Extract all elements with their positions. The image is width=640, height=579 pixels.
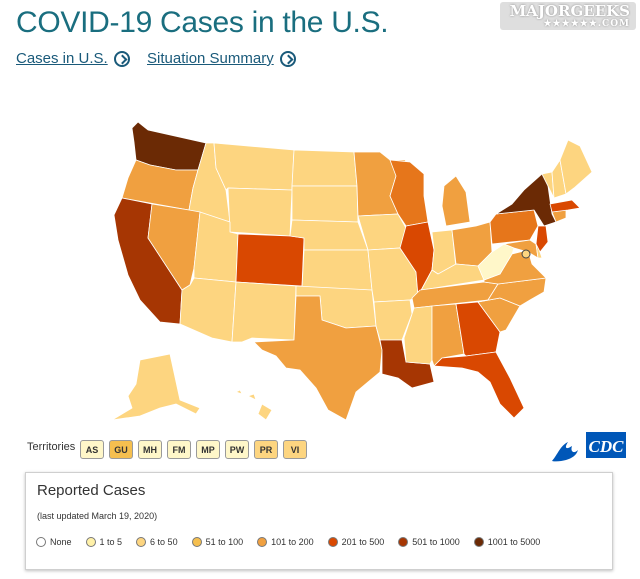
legend-item: 6 to 50 (136, 537, 178, 547)
legend-label: 1001 to 5000 (487, 537, 541, 547)
legend-swatch (36, 537, 46, 547)
state-pa[interactable] (489, 209, 539, 245)
state-wy[interactable] (227, 187, 293, 237)
state-de[interactable] (535, 243, 543, 259)
legend-items: None 1 to 5 6 to 50 51 to 100 101 to 200 201 … (36, 537, 554, 547)
state-nj[interactable] (535, 225, 549, 253)
territory-pr-button[interactable]: PR (254, 440, 278, 459)
state-tx[interactable] (253, 295, 383, 421)
state-hi[interactable] (235, 389, 273, 421)
state-ny[interactable] (495, 173, 557, 227)
legend-item: 1001 to 5000 (473, 537, 541, 547)
legend-swatch (85, 537, 96, 547)
state-ks[interactable] (301, 249, 373, 291)
legend-label: 1 to 5 (99, 537, 123, 547)
legend-label: 101 to 200 (271, 537, 314, 547)
legend-label: None (50, 537, 72, 547)
legend-panel: Reported Cases (last updated March 19, 2… (25, 472, 613, 570)
chevron-right-icon (279, 50, 296, 67)
territory-mh-button[interactable]: MH (138, 440, 162, 459)
state-nv[interactable] (147, 203, 201, 291)
legend-swatch (398, 537, 409, 547)
legend-item: 501 to 1000 (398, 537, 460, 547)
state-ma[interactable] (549, 199, 581, 213)
hhs-eagle-icon (552, 442, 578, 462)
state-co[interactable] (235, 233, 305, 287)
legend-swatch (257, 537, 268, 547)
territory-vi-button[interactable]: VI (283, 440, 307, 459)
territories-label: Territories (27, 441, 76, 453)
watermark-logo: MAJORGEEKS ★★★★★★.COM (500, 2, 636, 30)
state-az[interactable] (179, 277, 237, 343)
legend-swatch (473, 537, 484, 547)
legend-item: 101 to 200 (257, 537, 314, 547)
legend-label: 201 to 500 (341, 537, 385, 547)
watermark-text: MAJORGEEKS (509, 2, 630, 20)
state-me[interactable] (559, 139, 593, 195)
legend-label: 6 to 50 (150, 537, 178, 547)
situation-summary-label: Situation Summary (147, 50, 274, 67)
legend-swatch (327, 537, 338, 547)
state-mt[interactable] (213, 142, 295, 191)
cases-in-us-link[interactable]: Cases in U.S. (16, 50, 130, 67)
territory-as-button[interactable]: AS (80, 440, 104, 459)
territory-mp-button[interactable]: MP (196, 440, 220, 459)
legend-updated-date: (last updated March 19, 2020) (37, 511, 158, 521)
legend-item: 51 to 100 (191, 537, 244, 547)
watermark-sub: ★★★★★★.COM (543, 19, 630, 29)
legend-title: Reported Cases (37, 482, 146, 499)
legend-item: 201 to 500 (327, 537, 385, 547)
state-ak[interactable] (111, 353, 201, 421)
state-la[interactable] (379, 339, 435, 389)
state-nd[interactable] (291, 149, 358, 187)
state-fl[interactable] (433, 351, 525, 419)
state-mi[interactable] (441, 175, 471, 227)
legend-item: 1 to 5 (85, 537, 123, 547)
situation-summary-link[interactable]: Situation Summary (147, 50, 296, 67)
us-map (111, 121, 593, 421)
legend-label: 51 to 100 (205, 537, 244, 547)
cdc-logo: CDC (552, 432, 626, 462)
cdc-box (586, 432, 626, 458)
legend-swatch (136, 537, 147, 547)
territory-gu-button[interactable]: GU (109, 440, 133, 459)
legend-item: None (36, 537, 72, 547)
state-sd[interactable] (291, 185, 359, 223)
dc-marker[interactable] (521, 249, 531, 259)
cases-in-us-label: Cases in U.S. (16, 50, 108, 67)
territory-fm-button[interactable]: FM (167, 440, 191, 459)
legend-label: 501 to 1000 (412, 537, 460, 547)
cdc-text: CDC (589, 437, 625, 456)
legend-swatch (191, 537, 202, 547)
state-nm[interactable] (231, 281, 297, 343)
page-title: COVID-19 Cases in the U.S. (16, 6, 389, 39)
territory-pw-button[interactable]: PW (225, 440, 249, 459)
state-wv[interactable] (477, 243, 515, 281)
chevron-right-icon (113, 50, 130, 67)
